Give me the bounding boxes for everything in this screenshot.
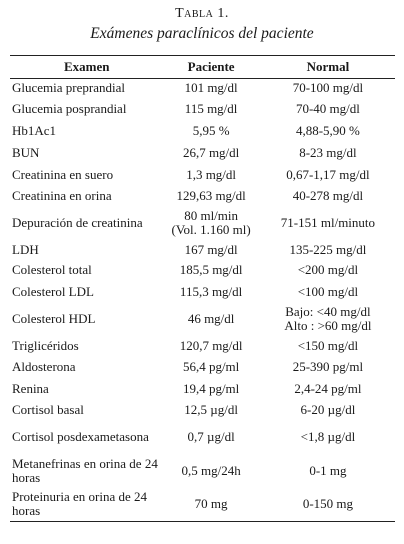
patient-value-cell: 80 ml/min (Vol. 1.160 ml) xyxy=(161,207,260,240)
normal-range-cell: 2,4-24 pg/ml xyxy=(294,380,362,396)
column-header-exam: Examen xyxy=(10,55,162,79)
patient-value-line: (Vol. 1.160 ml) xyxy=(171,222,251,237)
table-row: Proteinuria en orina de 24 horas 70 mg 0-1… xyxy=(10,487,395,522)
exam-name-cell: Creatinina en suero xyxy=(12,166,114,182)
exam-name-cell: Colesterol HDL xyxy=(12,311,96,326)
table-row: Triglicéridos 120,7 mg/dl <150 mg/dl xyxy=(10,336,395,357)
header-row: Examen Paciente Normal xyxy=(10,55,395,79)
normal-range-cell: <200 mg/dl xyxy=(297,262,359,277)
normal-range-cell: 25-390 pg/ml xyxy=(292,359,364,374)
column-header-normal: Normal xyxy=(260,55,395,79)
exam-name-cell: Glucemia preprandial xyxy=(12,80,125,96)
patient-value-cell: 46 mg/dl xyxy=(187,311,235,326)
patient-value-cell: 185,5 mg/dl xyxy=(179,262,243,277)
table-row: Metanefrinas en orina de 24 horas 0,5 mg/… xyxy=(10,454,395,488)
normal-range-cell: 70-100 mg/dl xyxy=(292,80,364,96)
lab-results-table: Examen Paciente Normal Glucemia preprand… xyxy=(10,55,395,522)
exam-name-cell: Colesterol LDL xyxy=(12,283,94,299)
table-row: Colesterol total 185,5 mg/dl <200 mg/dl xyxy=(10,260,395,281)
patient-value-cell: 167 mg/dl xyxy=(184,241,238,257)
normal-range-cell: <150 mg/dl xyxy=(297,338,359,353)
table-row: Creatinina en orina 129,63 mg/dl 40-278 mg… xyxy=(10,186,395,207)
exam-name-cell: Glucemia posprandial xyxy=(12,100,127,116)
table-row: Creatinina en suero 1,3 mg/dl 0,67-1,17 mg… xyxy=(10,164,395,186)
patient-value-cell: 0,7 µg/dl xyxy=(187,429,235,444)
patient-value-cell: 70 mg xyxy=(161,487,261,522)
table-row: Colesterol LDL 115,3 mg/dl <100 mg/dl xyxy=(10,281,395,303)
normal-range-cell: 8-23 mg/dl xyxy=(299,144,357,160)
normal-range-cell: 70-40 mg/dl xyxy=(295,100,360,116)
exam-name-cell: LDH xyxy=(12,241,39,257)
table-row: Glucemia posprandial 115 mg/dl 70-40 mg/dl xyxy=(10,98,395,120)
normal-range-cell: 4,88-5,90 % xyxy=(295,122,360,138)
normal-range-line: Alto : >60 mg/dl xyxy=(284,318,372,333)
table-row: Glucemia preprandial 101 mg/dl 70-100 mg/d… xyxy=(10,79,395,98)
patient-value-cell: 56,4 pg/ml xyxy=(182,359,240,374)
table-row: Cortisol basal 12,5 µg/dl 6-20 µg/dl xyxy=(10,400,395,421)
table-row: LDH 167 mg/dl 135-225 mg/dl xyxy=(10,240,395,260)
exam-name-cell: Proteinuria en orina de 24 horas xyxy=(10,487,162,522)
normal-range-cell: 6-20 µg/dl xyxy=(300,402,356,417)
patient-value-cell: 0,5 mg/24h xyxy=(181,462,241,478)
table-title: Exámenes paraclínicos del paciente xyxy=(90,25,314,42)
patient-value-cell: 12,5 µg/dl xyxy=(184,402,238,417)
patient-value-cell: 19,4 pg/ml xyxy=(182,380,240,396)
normal-range-cell: 0-150 mg xyxy=(260,487,395,522)
patient-value-cell: 115 mg/dl xyxy=(184,100,238,116)
exam-name-cell: Triglicéridos xyxy=(12,338,79,353)
patient-value-line: 80 ml/min xyxy=(184,208,239,223)
table-row: Renina 19,4 pg/ml 2,4-24 pg/ml xyxy=(10,378,395,400)
normal-range-cell: 0-1 mg xyxy=(309,462,347,478)
table-row: Aldosterona 56,4 pg/ml 25-390 pg/ml xyxy=(10,357,395,378)
table-label: Tabla 1. xyxy=(175,6,229,21)
exam-name-cell: Cortisol posdexametasona xyxy=(12,429,149,444)
patient-value-cell: 26,7 mg/dl xyxy=(182,144,240,160)
exam-name-cell: Metanefrinas en orina de 24 horas xyxy=(12,455,158,485)
normal-range-cell: <1,8 µg/dl xyxy=(300,429,356,444)
exam-name-cell: Depuración de creatinina xyxy=(12,215,143,230)
exam-name-cell: Aldosterona xyxy=(12,359,76,374)
patient-value-cell: 101 mg/dl xyxy=(184,80,238,96)
normal-range-cell: 0,67-1,17 mg/dl xyxy=(286,166,370,182)
patient-value-cell: 1,3 mg/dl xyxy=(186,166,237,182)
patient-value-cell: 115,3 mg/dl xyxy=(179,283,243,299)
patient-value-cell: 120,7 mg/dl xyxy=(179,338,243,353)
normal-range-cell: 40-278 mg/dl xyxy=(292,188,364,203)
exam-name-cell: Hb1Ac1 xyxy=(12,122,57,138)
normal-range-cell: 71-151 ml/minuto xyxy=(280,215,376,230)
column-header-patient: Paciente xyxy=(161,55,261,79)
table-row: Colesterol HDL 46 mg/dl Bajo: <40 mg/dl Alt… xyxy=(10,303,395,336)
normal-range-cell: <100 mg/dl xyxy=(297,283,359,299)
table-row: Hb1Ac1 5,95 % 4,88-5,90 % xyxy=(10,120,395,142)
table-row: BUN 26,7 mg/dl 8-23 mg/dl xyxy=(10,142,395,164)
exam-name-cell: Creatinina en orina xyxy=(12,188,112,203)
patient-value-cell: 129,63 mg/dl xyxy=(176,188,246,203)
exam-name-cell: BUN xyxy=(12,144,40,160)
exam-name-cell: Renina xyxy=(12,380,49,396)
normal-range-cell: Bajo: <40 mg/dl Alto : >60 mg/dl xyxy=(261,303,395,336)
normal-range-line: Bajo: <40 mg/dl xyxy=(285,304,371,319)
patient-value-cell: 5,95 % xyxy=(192,122,230,138)
table-row: Cortisol posdexametasona 0,7 µg/dl <1,8 µg… xyxy=(10,421,395,454)
exam-name-cell: Colesterol total xyxy=(12,262,92,277)
normal-range-cell: 135-225 mg/dl xyxy=(289,241,367,257)
table-row: Depuración de creatinina 80 ml/min (Vol. 1… xyxy=(10,207,395,240)
exam-name-cell: Cortisol basal xyxy=(12,402,84,417)
